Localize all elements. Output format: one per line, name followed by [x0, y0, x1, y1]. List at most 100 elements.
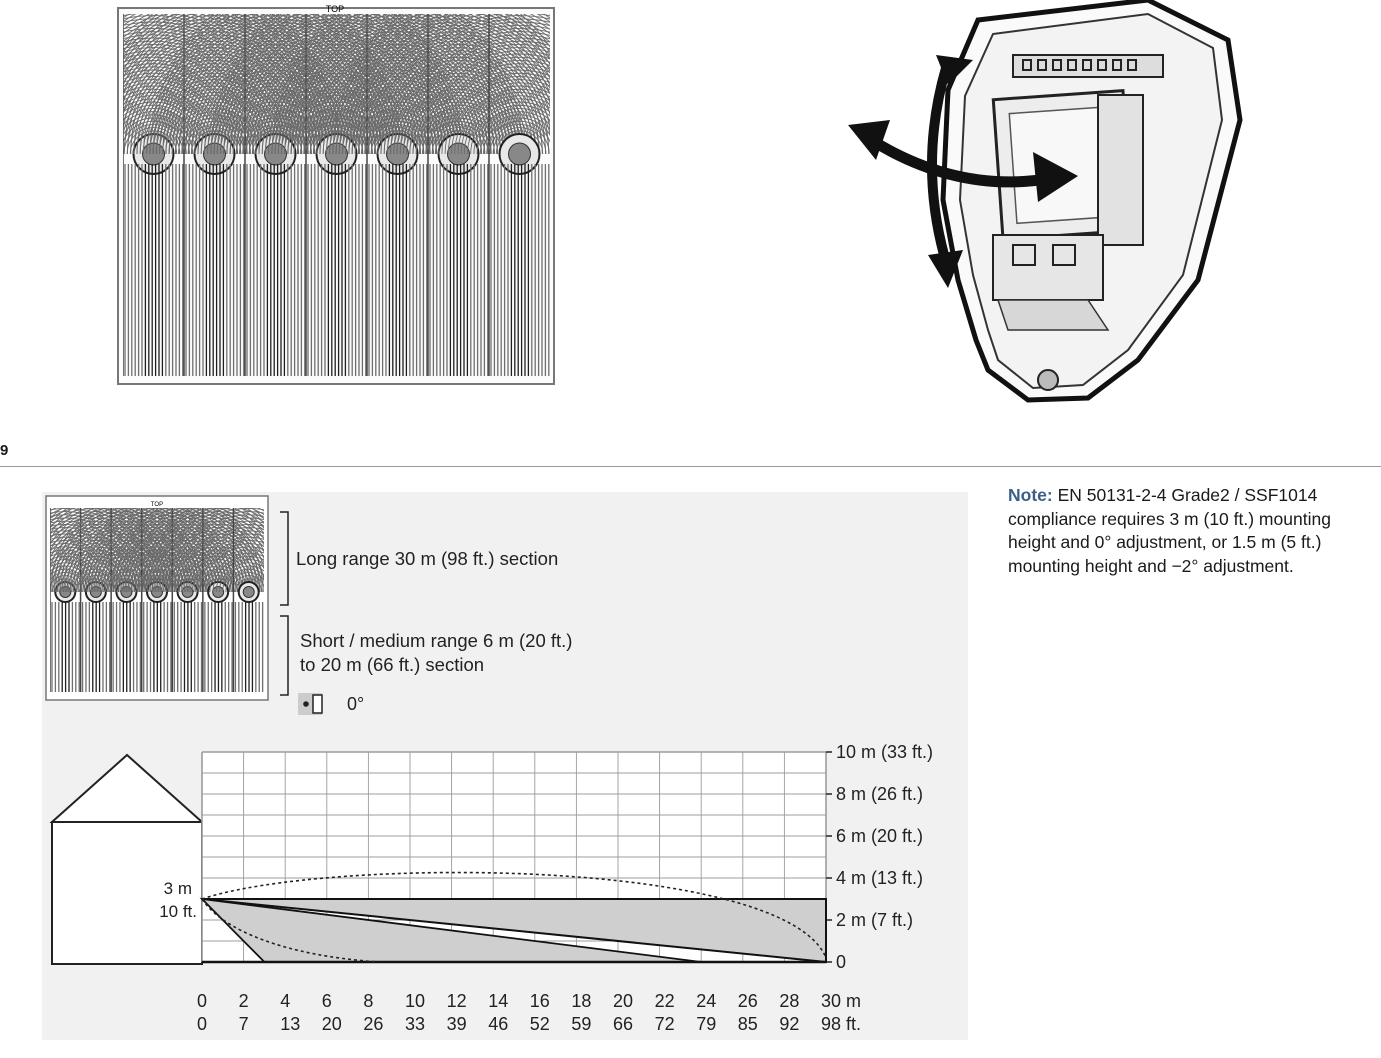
- bottom-axis-m-label: 10: [405, 991, 425, 1011]
- lens-arc: [403, 37, 550, 155]
- lens-arc: [380, 15, 550, 155]
- lens-arc: [123, 91, 216, 155]
- lens-arc: [268, 24, 527, 155]
- lens-arc: [84, 508, 264, 593]
- lens-arc: [467, 101, 550, 155]
- lens-arc: [233, 14, 550, 155]
- lens-arc: [492, 127, 547, 155]
- lens-arc: [123, 14, 360, 155]
- bottom-axis-ft-label: 33: [405, 1014, 425, 1034]
- lens-arc: [140, 514, 264, 593]
- lens-arc: [213, 14, 550, 155]
- bottom-axis-m-label: 14: [488, 991, 508, 1011]
- lens-arc: [300, 14, 550, 155]
- note-label: Note:: [1008, 485, 1053, 505]
- bottom-axis-ft-label: 13: [280, 1014, 300, 1034]
- long-range-bracket: [280, 511, 289, 606]
- lens-arc: [191, 14, 482, 155]
- lens-arc: [134, 508, 264, 593]
- lens-arc: [431, 66, 550, 155]
- lens-arc: [245, 14, 550, 155]
- lens-arc: [361, 14, 449, 155]
- lens-arc: [248, 127, 303, 155]
- lens-arc: [393, 28, 550, 155]
- bottom-axis-m-label: 28: [779, 991, 799, 1011]
- lens-arc: [152, 31, 399, 155]
- lens-arc: [441, 75, 550, 155]
- lens-arc: [177, 520, 264, 593]
- lens-arc: [306, 63, 489, 155]
- lens-arc: [390, 24, 550, 155]
- bottom-axis-m-label: 26: [738, 991, 758, 1011]
- lens-arc: [364, 60, 550, 155]
- lens-arc: [303, 14, 550, 155]
- lens-arc: [387, 21, 550, 155]
- lens-arc: [419, 53, 550, 155]
- lens-arc: [181, 14, 492, 155]
- lens-arc: [460, 95, 550, 155]
- right-axis-label: 0: [836, 952, 846, 972]
- bottom-axis-m-label: 30 m: [821, 991, 861, 1011]
- right-axis-label: 10 m (33 ft.): [836, 742, 933, 762]
- bottom-axis-m-label: 22: [655, 991, 675, 1011]
- lens-arc: [82, 578, 110, 593]
- bottom-axis-m-label: 4: [280, 991, 290, 1011]
- lens-circle-inner: [212, 586, 225, 598]
- lens-arc: [370, 127, 425, 155]
- right-axis-label: 2 m (7 ft.): [836, 910, 913, 930]
- lens-arc: [123, 107, 200, 155]
- lens-arc: [198, 572, 239, 593]
- bottom-axis-ft-label: 20: [322, 1014, 342, 1034]
- lens-arc: [145, 508, 191, 593]
- lens-arc: [284, 14, 357, 155]
- lens-arc: [123, 31, 277, 155]
- lens-arc: [415, 50, 550, 155]
- lens-arc: [406, 40, 550, 155]
- compliance-note: Note: EN 50131-2-4 Grade2 / SSF1014 comp…: [1008, 484, 1381, 578]
- bottom-axis-m-label: 6: [322, 991, 332, 1011]
- lens-arc: [143, 578, 171, 593]
- lens-arc: [223, 14, 550, 155]
- lens-arc: [123, 31, 338, 155]
- lens-arc: [294, 14, 550, 155]
- lens-arc: [399, 34, 550, 155]
- lens-arc: [476, 111, 550, 155]
- lens-arc: [228, 572, 264, 593]
- lens-arc: [123, 14, 383, 155]
- lens-arc: [252, 14, 543, 155]
- lens-arc: [215, 559, 264, 593]
- lens-arc: [345, 40, 550, 155]
- small-lens-image: TOP: [45, 495, 269, 701]
- lens-arc: [358, 53, 550, 155]
- bottom-axis-m-label: 2: [239, 991, 249, 1011]
- lens-arc: [342, 37, 550, 155]
- mount-height-m: 3 m: [164, 879, 192, 898]
- lens-arc: [225, 568, 264, 593]
- lens-arc: [123, 60, 248, 155]
- right-axis-label: 8 m (26 ft.): [836, 784, 923, 804]
- lens-arc: [457, 91, 550, 155]
- lens-arc: [141, 508, 193, 593]
- bottom-axis-m-label: 16: [530, 991, 550, 1011]
- lens-arc: [171, 514, 264, 593]
- lens-arc: [50, 508, 230, 593]
- bottom-axis-ft-label: 7: [239, 1014, 249, 1034]
- lens-arc: [161, 508, 230, 593]
- lens-arc: [306, 14, 550, 155]
- bottom-axis-ft-label: 85: [738, 1014, 758, 1034]
- lens-arc: [339, 14, 408, 155]
- lens-arc: [188, 14, 299, 155]
- lens-arc: [188, 14, 485, 155]
- lens-arc: [332, 28, 550, 155]
- legend-short-range-line2: to 20 m (66 ft.) section: [300, 654, 484, 675]
- lens-arc: [219, 562, 264, 593]
- lens-arc: [329, 24, 550, 155]
- lens-arc: [435, 69, 550, 155]
- long-range-zone: [201, 898, 827, 964]
- lens-arc: [271, 14, 337, 155]
- short-range-bracket: [280, 615, 289, 696]
- lens-arc: [348, 14, 424, 155]
- lens-arc: [124, 508, 264, 593]
- lens-arc: [190, 533, 264, 593]
- lens-arc: [274, 31, 521, 155]
